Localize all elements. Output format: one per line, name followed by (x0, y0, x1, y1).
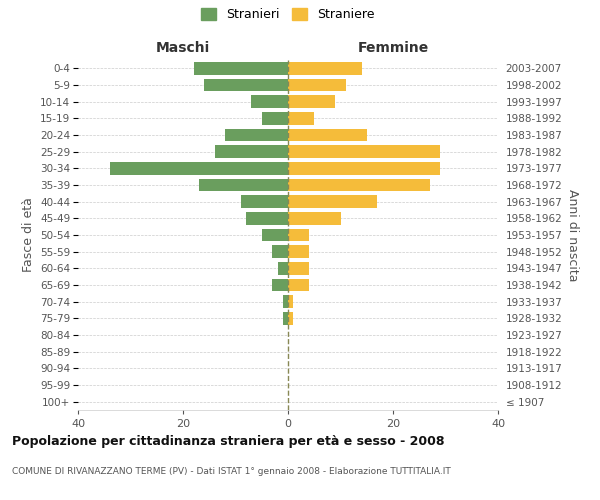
Bar (272, 279, 288, 291)
Bar (215, 146, 288, 158)
Bar (288, 179, 430, 192)
Bar (288, 196, 377, 208)
Y-axis label: Anni di nascita: Anni di nascita (566, 188, 579, 281)
Bar (288, 279, 309, 291)
Bar (288, 262, 309, 274)
Bar (288, 129, 367, 141)
Bar (204, 79, 288, 92)
Bar (288, 112, 314, 124)
Bar (288, 162, 440, 174)
Bar (288, 146, 440, 158)
Bar (283, 312, 288, 324)
Bar (288, 212, 341, 224)
Bar (193, 62, 288, 74)
Y-axis label: Fasce di età: Fasce di età (22, 198, 35, 272)
Bar (288, 312, 293, 324)
Bar (288, 246, 309, 258)
Bar (277, 262, 288, 274)
Bar (272, 246, 288, 258)
Text: Maschi: Maschi (156, 41, 210, 55)
Bar (288, 296, 293, 308)
Bar (109, 162, 288, 174)
Bar (262, 112, 288, 124)
Bar (199, 179, 288, 192)
Bar (288, 229, 309, 241)
Bar (288, 96, 335, 108)
Text: Popolazione per cittadinanza straniera per età e sesso - 2008: Popolazione per cittadinanza straniera p… (12, 435, 445, 448)
Bar (241, 196, 288, 208)
Text: Femmine: Femmine (358, 41, 428, 55)
Bar (262, 229, 288, 241)
Bar (246, 212, 288, 224)
Legend: Stranieri, Straniere: Stranieri, Straniere (196, 4, 380, 26)
Bar (288, 62, 361, 74)
Text: COMUNE DI RIVANAZZANO TERME (PV) - Dati ISTAT 1° gennaio 2008 - Elaborazione TUT: COMUNE DI RIVANAZZANO TERME (PV) - Dati … (12, 468, 451, 476)
Bar (251, 96, 288, 108)
Bar (283, 296, 288, 308)
Bar (225, 129, 288, 141)
Bar (288, 79, 346, 92)
